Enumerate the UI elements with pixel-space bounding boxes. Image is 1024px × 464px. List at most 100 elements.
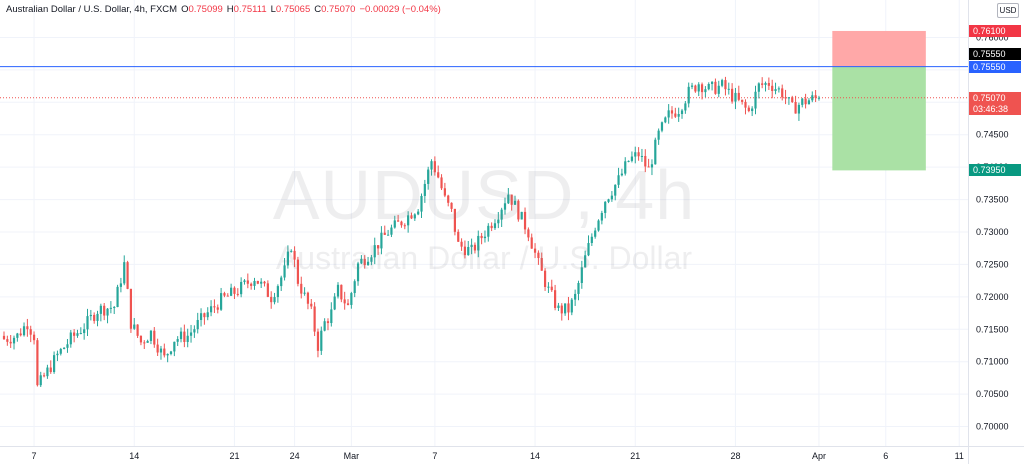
x-tick-label: 21 bbox=[630, 451, 640, 461]
horizontal-lines[interactable] bbox=[0, 66, 968, 99]
candle-body bbox=[507, 194, 510, 204]
candle-body bbox=[777, 88, 780, 90]
candle-body bbox=[597, 220, 600, 231]
candle-body bbox=[647, 166, 650, 168]
candle-body bbox=[176, 339, 179, 342]
candle-body bbox=[554, 290, 557, 308]
candle-body bbox=[423, 183, 426, 196]
candle-body bbox=[560, 305, 563, 314]
candle-body bbox=[470, 244, 473, 247]
candle-body bbox=[530, 237, 533, 249]
candle-body bbox=[714, 81, 717, 94]
high-value: 0.75111 bbox=[233, 4, 267, 15]
candle-body bbox=[737, 92, 740, 100]
candle-body bbox=[196, 319, 199, 330]
candle-body bbox=[670, 110, 674, 114]
candle-body bbox=[741, 99, 744, 102]
candle-body bbox=[547, 286, 550, 288]
candle-body bbox=[273, 297, 276, 303]
candle-body bbox=[126, 262, 129, 289]
candle-body bbox=[230, 287, 233, 296]
candle-body bbox=[363, 258, 366, 266]
candle-body bbox=[801, 98, 804, 105]
legend-header: Australian Dollar / U.S. Dollar, 4h, FXC… bbox=[6, 4, 441, 15]
candle-body bbox=[483, 236, 487, 239]
candle-body bbox=[400, 221, 403, 226]
x-tick-label: 24 bbox=[290, 451, 300, 461]
y-tick-label: 0.72500 bbox=[976, 259, 1009, 269]
currency-button[interactable]: USD bbox=[997, 3, 1019, 18]
candle-body bbox=[654, 139, 657, 165]
candle-body bbox=[417, 211, 420, 215]
candle-body bbox=[256, 280, 259, 284]
candle-body bbox=[480, 235, 483, 239]
candle-body bbox=[704, 89, 707, 93]
candle-body bbox=[727, 88, 730, 90]
candle-body bbox=[493, 223, 497, 229]
candle-body bbox=[149, 330, 153, 341]
candle-body bbox=[744, 101, 747, 108]
candle-body bbox=[817, 97, 821, 99]
candle-body bbox=[46, 367, 49, 377]
candle-body bbox=[473, 244, 477, 251]
candle-body bbox=[387, 234, 390, 236]
candle-body bbox=[403, 225, 406, 227]
candle-body bbox=[183, 331, 186, 342]
open-label: O bbox=[181, 4, 189, 15]
candle-body bbox=[263, 281, 266, 284]
candle-body bbox=[179, 331, 183, 340]
low-value: 0.75065 bbox=[275, 4, 311, 15]
candle-body bbox=[42, 375, 46, 377]
candle-body bbox=[99, 305, 102, 314]
position-zones[interactable] bbox=[832, 30, 926, 171]
candle-body bbox=[397, 220, 400, 222]
candle-body bbox=[567, 303, 570, 313]
candle-body bbox=[457, 231, 460, 242]
candle-body bbox=[634, 152, 637, 157]
candle-body bbox=[303, 292, 306, 294]
candle-body bbox=[119, 283, 122, 287]
candle-body bbox=[49, 367, 52, 373]
candle-body bbox=[797, 104, 801, 114]
candle-body bbox=[443, 188, 446, 196]
candle-body bbox=[674, 113, 677, 117]
candle-body bbox=[113, 307, 116, 309]
candle-body bbox=[447, 195, 450, 203]
candle-body bbox=[106, 308, 109, 316]
candle-body bbox=[189, 332, 193, 336]
candle-body bbox=[764, 82, 767, 85]
last-price-tag: 0.75070 bbox=[969, 91, 1021, 104]
candle-body bbox=[29, 329, 32, 335]
candle-body bbox=[707, 83, 710, 90]
y-tick-label: 0.70000 bbox=[976, 422, 1009, 432]
x-tick-label: 6 bbox=[883, 451, 888, 461]
candle-body bbox=[754, 91, 757, 109]
candle-body bbox=[193, 329, 196, 333]
candle-body bbox=[9, 341, 12, 344]
entry-price-tag-blue: 0.75550 bbox=[969, 60, 1021, 73]
candle-body bbox=[627, 160, 630, 162]
symbol-title[interactable]: Australian Dollar / U.S. Dollar, 4h, FXC… bbox=[6, 4, 178, 15]
candle-body bbox=[700, 84, 704, 93]
candle-body bbox=[420, 195, 423, 212]
candle-body bbox=[450, 202, 453, 209]
candle-body bbox=[243, 280, 246, 282]
candle-body bbox=[440, 177, 443, 189]
candle-body bbox=[6, 339, 9, 342]
candle-body bbox=[260, 281, 263, 284]
candle-body bbox=[293, 250, 296, 260]
candle-body bbox=[650, 164, 654, 168]
candle-body bbox=[209, 306, 213, 313]
candle-body bbox=[129, 288, 133, 329]
candle-body bbox=[463, 246, 467, 256]
candle-body bbox=[410, 215, 413, 219]
candle-body bbox=[477, 235, 480, 251]
candle-body bbox=[116, 286, 119, 308]
candle-body bbox=[296, 259, 300, 284]
close-value: 0.75070 bbox=[321, 4, 356, 15]
candle-body bbox=[360, 258, 363, 264]
candle-body bbox=[246, 280, 249, 284]
candle-body bbox=[774, 89, 777, 92]
candle-body bbox=[677, 114, 680, 117]
